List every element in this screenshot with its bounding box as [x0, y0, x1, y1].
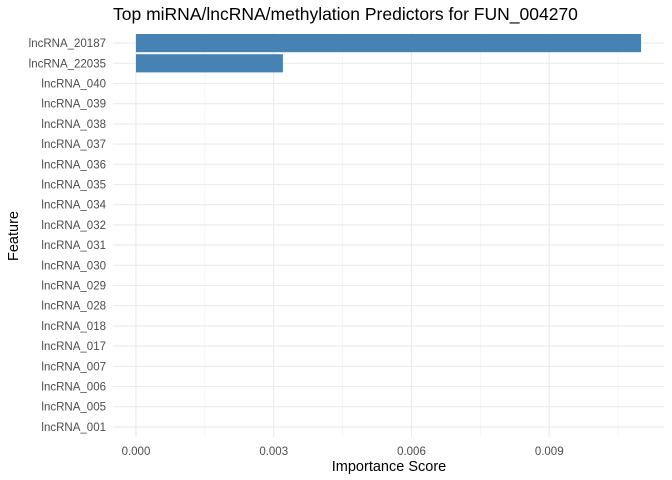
y-tick-label: lncRNA_22035 — [29, 58, 106, 70]
chart-title: Top miRNA/lncRNA/methylation Predictors … — [113, 4, 578, 25]
y-tick-label: lncRNA_007 — [41, 361, 106, 373]
bar-lncrna-22035 — [135, 54, 283, 73]
y-tick-label: lncRNA_030 — [41, 260, 106, 272]
y-tick-label: lncRNA_029 — [41, 281, 106, 293]
y-tick-label: lncRNA_017 — [41, 341, 106, 353]
bars — [135, 34, 642, 436]
y-tick-label: lncRNA_005 — [41, 402, 106, 414]
y-tick-label: lncRNA_031 — [41, 240, 106, 252]
y-axis-title: Feature — [6, 211, 22, 261]
x-tick-labels: 0.000 0.003 0.006 0.009 — [122, 446, 564, 458]
y-tick-label: lncRNA_001 — [41, 422, 106, 434]
y-tick-label: lncRNA_035 — [41, 180, 106, 192]
x-tick-label: 0.009 — [535, 446, 564, 458]
y-tick-label: lncRNA_20187 — [29, 38, 106, 50]
y-tick-label: lncRNA_036 — [41, 159, 106, 171]
y-tick-label: lncRNA_006 — [41, 382, 106, 394]
y-tick-labels: lncRNA_20187 lncRNA_22035 lncRNA_040 lncRNA… — [29, 38, 107, 434]
y-tick-label: lncRNA_028 — [41, 301, 106, 313]
x-axis-title: Importance Score — [332, 459, 446, 475]
y-tick-label: lncRNA_040 — [41, 79, 106, 91]
y-tick-label: lncRNA_039 — [41, 99, 106, 111]
x-tick-label: 0.006 — [397, 446, 426, 458]
y-tick-label: lncRNA_018 — [41, 321, 106, 333]
x-tick-label: 0.003 — [259, 446, 288, 458]
y-tick-label: lncRNA_037 — [41, 139, 106, 151]
y-tick-label: lncRNA_034 — [41, 200, 106, 212]
bar-lncrna-20187 — [135, 34, 642, 53]
grid-lines — [113, 33, 664, 437]
y-tick-label: lncRNA_032 — [41, 220, 106, 232]
x-tick-label: 0.000 — [122, 446, 151, 458]
y-tick-label: lncRNA_038 — [41, 119, 106, 131]
